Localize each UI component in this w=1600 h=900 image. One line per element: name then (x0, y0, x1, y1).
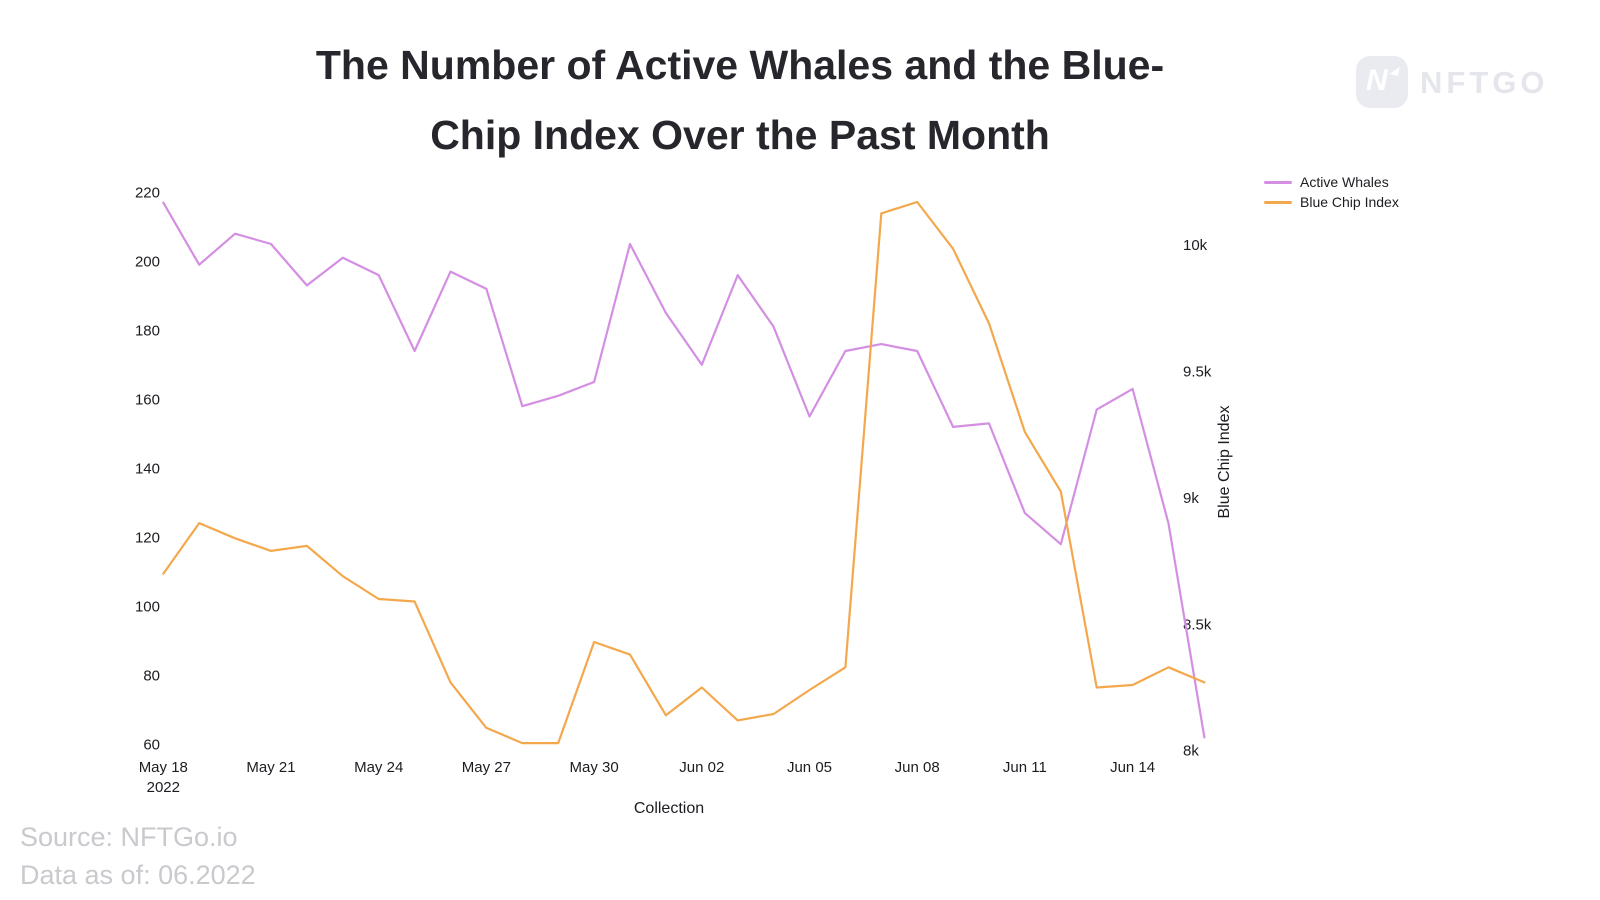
left-axis-tick-label: 160 (135, 391, 160, 408)
legend-label-blue-chip-index: Blue Chip Index (1300, 194, 1399, 210)
left-axis-tick-label: 220 (135, 184, 160, 201)
legend-swatch-active-whales (1264, 180, 1292, 184)
right-axis-tick-label: 9k (1183, 490, 1199, 507)
left-axis-tick-label: 180 (135, 322, 160, 339)
data-as-of-line: Data as of: 06.2022 (20, 860, 256, 890)
left-axis-tick-label: 100 (135, 598, 160, 615)
legend-label-active-whales: Active Whales (1300, 174, 1389, 190)
blue-chip-index-line (162, 200, 1206, 745)
left-axis-tick-label: 60 (143, 736, 160, 753)
right-axis-tick-label: 9.5k (1183, 363, 1212, 380)
legend-item-active-whales[interactable]: Active Whales (1264, 172, 1399, 192)
nftgo-logo-n-glyph: N (1366, 64, 1388, 97)
legend: Active Whales Blue Chip Index (1264, 172, 1399, 212)
x-axis-tick-label: May 27 (462, 759, 511, 776)
legend-swatch-blue-chip-index (1264, 200, 1292, 204)
x-axis-tick-label: Jun 14 (1110, 759, 1155, 776)
source-note: Source: NFTGo.io Data as of: 06.2022 (20, 818, 256, 894)
right-axis-tick-label: 8.5k (1183, 616, 1212, 633)
left-axis-tick-label: 140 (135, 460, 160, 477)
nftgo-logo-text: NFTGO (1420, 65, 1549, 100)
nftgo-logo: N NFTGO (1356, 56, 1586, 112)
active-whales-line (162, 201, 1206, 739)
right-axis-tick-label: 8k (1183, 743, 1199, 760)
nftgo-logo-icon: N (1356, 56, 1408, 108)
x-axis-tick-label: Jun 05 (787, 759, 832, 776)
x-axis-tick-label: May 21 (246, 759, 295, 776)
left-axis-tick-label: 80 (143, 667, 160, 684)
x-axis-tick-sublabel: 2022 (147, 779, 180, 796)
x-axis-title: Collection (633, 800, 705, 817)
left-axis-tick-label: 120 (135, 529, 160, 546)
right-y-axis-title: Blue Chip Index (1216, 405, 1233, 519)
chart-title-line1: The Number of Active Whales and the Blue… (315, 42, 1165, 88)
x-axis-tick-label: May 24 (354, 759, 403, 776)
chart-title: The Number of Active Whales and the Blue… (140, 30, 1340, 170)
x-axis-tick-label: Jun 11 (1003, 759, 1047, 776)
x-axis-tick-label: May 30 (569, 759, 618, 776)
x-axis-tick-label: Jun 02 (679, 759, 724, 776)
left-axis-tick-label: 200 (135, 253, 160, 270)
legend-item-blue-chip-index[interactable]: Blue Chip Index (1264, 192, 1399, 212)
x-axis-tick-label: May 18 (139, 759, 188, 776)
right-axis-tick-label: 10k (1183, 237, 1208, 254)
source-line: Source: NFTGo.io (20, 822, 238, 852)
x-axis-tick-label: Jun 08 (895, 759, 940, 776)
chart-title-line2: Chip Index Over the Past Month (430, 112, 1050, 158)
